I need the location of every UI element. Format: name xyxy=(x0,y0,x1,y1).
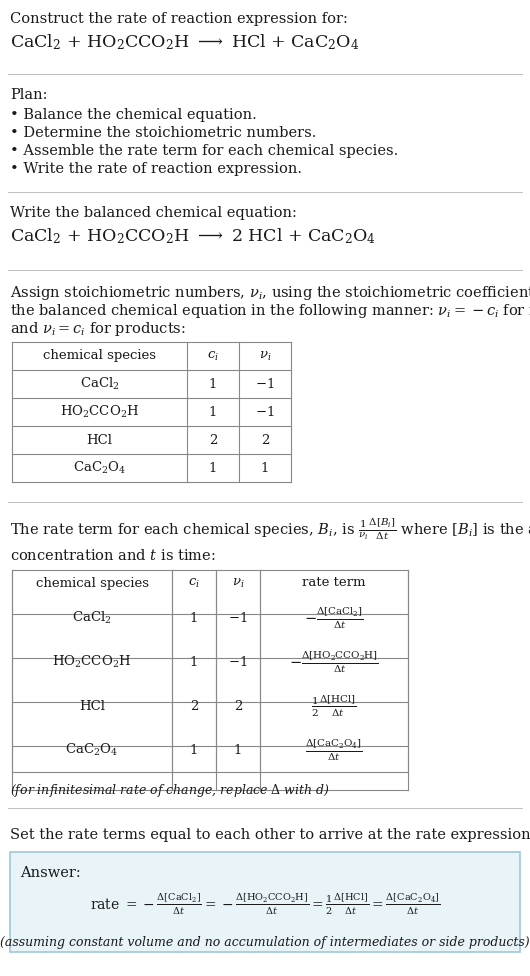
Text: (for infinitesimal rate of change, replace $\Delta$ with $d$): (for infinitesimal rate of change, repla… xyxy=(10,782,330,799)
Text: 1: 1 xyxy=(261,462,269,474)
Text: concentration and $t$ is time:: concentration and $t$ is time: xyxy=(10,548,216,563)
Text: CaC$_2$O$_4$: CaC$_2$O$_4$ xyxy=(73,460,126,476)
Text: $-1$: $-1$ xyxy=(228,655,248,669)
Text: The rate term for each chemical species, $B_i$, is $\frac{1}{\nu_i}\frac{\Delta[: The rate term for each chemical species,… xyxy=(10,516,530,542)
FancyBboxPatch shape xyxy=(10,852,520,952)
Text: 2: 2 xyxy=(234,700,242,712)
Text: (assuming constant volume and no accumulation of intermediates or side products): (assuming constant volume and no accumul… xyxy=(0,936,530,949)
Text: $\nu_i$: $\nu_i$ xyxy=(232,577,244,590)
Text: 1: 1 xyxy=(190,656,198,669)
Text: rate term: rate term xyxy=(302,577,366,590)
Text: $-1$: $-1$ xyxy=(255,405,275,419)
Text: HO$_2$CCO$_2$H: HO$_2$CCO$_2$H xyxy=(52,654,131,671)
Text: $\frac{1}{2}\frac{\Delta[\mathrm{HCl}]}{\Delta t}$: $\frac{1}{2}\frac{\Delta[\mathrm{HCl}]}{… xyxy=(311,693,357,718)
Text: Plan:: Plan: xyxy=(10,88,48,102)
Text: 1: 1 xyxy=(190,612,198,625)
Text: $c_i$: $c_i$ xyxy=(188,577,200,590)
Text: $-1$: $-1$ xyxy=(255,377,275,391)
Text: $c_i$: $c_i$ xyxy=(207,349,219,362)
Text: 2: 2 xyxy=(190,700,198,712)
Text: chemical species: chemical species xyxy=(43,349,156,362)
Text: Construct the rate of reaction expression for:: Construct the rate of reaction expressio… xyxy=(10,12,348,26)
Text: $\nu_i$: $\nu_i$ xyxy=(259,349,271,362)
Text: Write the balanced chemical equation:: Write the balanced chemical equation: xyxy=(10,206,297,220)
Text: $\frac{\Delta[\mathrm{CaC_2O_4}]}{\Delta t}$: $\frac{\Delta[\mathrm{CaC_2O_4}]}{\Delta… xyxy=(305,737,363,763)
Text: CaCl$_2$: CaCl$_2$ xyxy=(72,610,112,626)
Text: • Balance the chemical equation.: • Balance the chemical equation. xyxy=(10,108,257,122)
Text: 1: 1 xyxy=(190,744,198,756)
Text: 1: 1 xyxy=(234,744,242,756)
Text: chemical species: chemical species xyxy=(36,577,148,590)
Text: Assign stoichiometric numbers, $\nu_i$, using the stoichiometric coefficients, $: Assign stoichiometric numbers, $\nu_i$, … xyxy=(10,284,530,302)
Text: CaCl$_2$ + HO$_2$CCO$_2$H $\longrightarrow$ HCl + CaC$_2$O$_4$: CaCl$_2$ + HO$_2$CCO$_2$H $\longrightarr… xyxy=(10,32,359,52)
Text: the balanced chemical equation in the following manner: $\nu_i = -c_i$ for react: the balanced chemical equation in the fo… xyxy=(10,302,530,320)
Text: HO$_2$CCO$_2$H: HO$_2$CCO$_2$H xyxy=(60,404,139,420)
Text: 2: 2 xyxy=(209,433,217,446)
Text: • Determine the stoichiometric numbers.: • Determine the stoichiometric numbers. xyxy=(10,126,316,140)
Text: • Write the rate of reaction expression.: • Write the rate of reaction expression. xyxy=(10,162,302,176)
Text: rate $= -\frac{\Delta[\mathrm{CaCl_2}]}{\Delta t} = -\frac{\Delta[\mathrm{HO_2CC: rate $= -\frac{\Delta[\mathrm{CaCl_2}]}{… xyxy=(90,891,440,916)
Text: 2: 2 xyxy=(261,433,269,446)
Text: CaCl$_2$: CaCl$_2$ xyxy=(80,376,119,392)
Text: Answer:: Answer: xyxy=(20,866,81,880)
Text: HCl: HCl xyxy=(86,433,112,446)
Text: $-1$: $-1$ xyxy=(228,611,248,625)
Text: CaC$_2$O$_4$: CaC$_2$O$_4$ xyxy=(66,742,119,758)
Text: • Assemble the rate term for each chemical species.: • Assemble the rate term for each chemic… xyxy=(10,144,398,158)
Text: HCl: HCl xyxy=(79,700,105,712)
Text: 1: 1 xyxy=(209,405,217,419)
Text: $-\frac{\Delta[\mathrm{HO_2CCO_2H}]}{\Delta t}$: $-\frac{\Delta[\mathrm{HO_2CCO_2H}]}{\De… xyxy=(289,649,379,674)
Text: 1: 1 xyxy=(209,378,217,390)
Text: Set the rate terms equal to each other to arrive at the rate expression:: Set the rate terms equal to each other t… xyxy=(10,828,530,842)
Text: $-\frac{\Delta[\mathrm{CaCl_2}]}{\Delta t}$: $-\frac{\Delta[\mathrm{CaCl_2}]}{\Delta … xyxy=(304,605,364,630)
Text: 1: 1 xyxy=(209,462,217,474)
Text: CaCl$_2$ + HO$_2$CCO$_2$H $\longrightarrow$ 2 HCl + CaC$_2$O$_4$: CaCl$_2$ + HO$_2$CCO$_2$H $\longrightarr… xyxy=(10,226,376,246)
Text: and $\nu_i = c_i$ for products:: and $\nu_i = c_i$ for products: xyxy=(10,320,186,338)
